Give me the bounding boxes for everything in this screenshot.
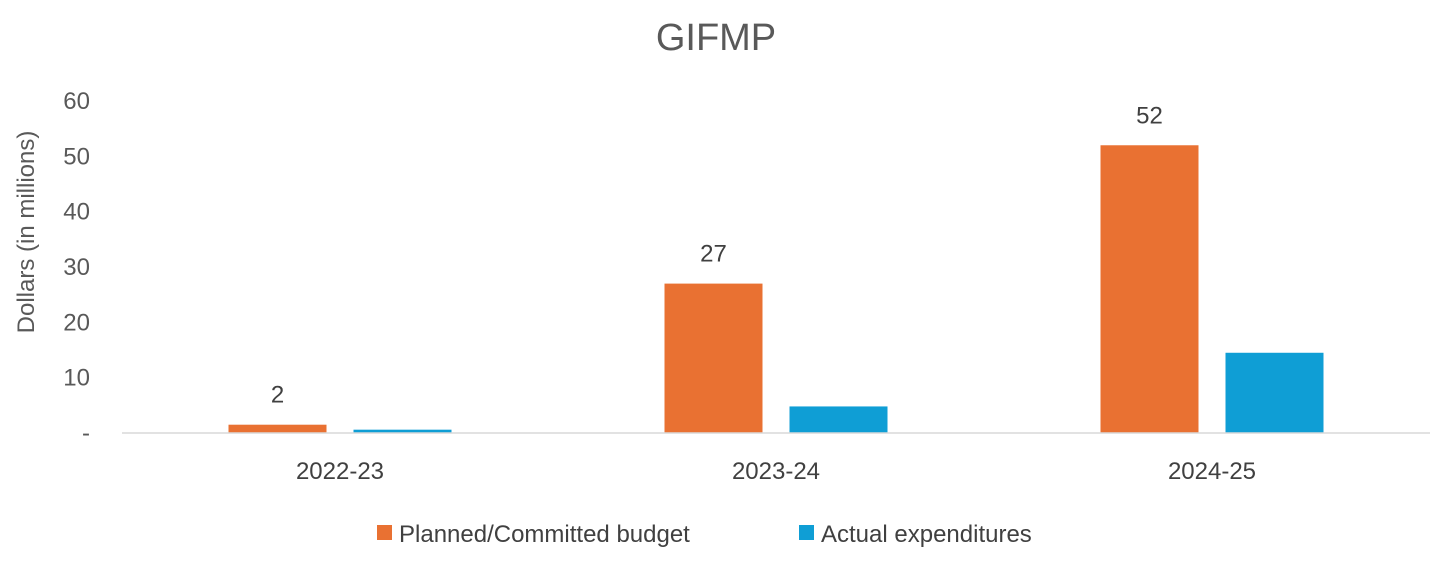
x-tick-label: 2024-25 — [1168, 458, 1256, 485]
x-tick-label: 2022-23 — [296, 458, 384, 485]
bar-actual-2023-24 — [789, 406, 888, 433]
bars-group — [228, 145, 1324, 433]
x-tick-label: 2023-24 — [732, 458, 820, 485]
bar-planned-2022-23 — [228, 424, 327, 433]
data-label: 27 — [700, 241, 727, 268]
bar-actual-2022-23 — [353, 429, 452, 433]
x-axis-labels: 2022-23 2023-24 2024-25 — [296, 458, 1256, 485]
bar-actual-2024-25 — [1225, 352, 1324, 433]
data-label: 2 — [271, 382, 284, 409]
legend: Planned/Committed budget Actual expenditu… — [377, 521, 1032, 548]
y-tick-label: 50 — [63, 143, 90, 170]
y-tick-label: 20 — [63, 309, 90, 336]
data-label: 52 — [1136, 102, 1163, 129]
y-tick-label: 60 — [63, 88, 90, 115]
y-tick-label: 10 — [63, 365, 90, 392]
y-axis-ticks: - 10 20 30 40 50 60 — [63, 88, 90, 447]
legend-label: Actual expenditures — [821, 521, 1032, 548]
bar-planned-2024-25 — [1100, 145, 1199, 433]
data-labels: 2 27 52 — [271, 102, 1163, 408]
y-tick-label: 30 — [63, 254, 90, 281]
y-tick-label: - — [82, 420, 90, 447]
y-axis-title: Dollars (in millions) — [13, 131, 40, 334]
legend-swatch — [799, 525, 814, 540]
chart-title: GIFMP — [656, 17, 776, 59]
legend-swatch — [377, 525, 392, 540]
bar-planned-2023-24 — [664, 283, 763, 433]
y-tick-label: 40 — [63, 199, 90, 226]
legend-label: Planned/Committed budget — [399, 521, 690, 548]
